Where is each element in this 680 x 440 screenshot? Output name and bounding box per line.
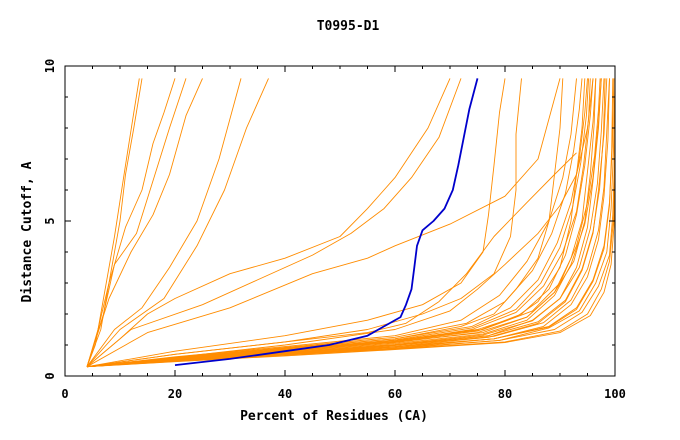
series-layer [86,78,616,368]
series-line-4 [86,78,187,367]
y-tick-label: 5 [43,217,57,224]
y-tick-label: 0 [43,372,57,379]
series-line-36 [86,78,590,368]
series-line-35 [86,78,614,368]
series-line-34 [86,78,591,368]
series-line-12 [86,78,522,368]
series-line-9 [86,78,462,368]
y-axis-label: Distance Cutoff, A [20,161,35,302]
series-line-3 [86,78,176,367]
series-line-5 [86,78,203,367]
series-line-17 [86,78,597,368]
series-line-2 [86,78,140,367]
x-tick-label: 100 [604,387,626,401]
series-line-28 [86,78,577,368]
series-line-32 [86,78,597,368]
series-line-19 [86,78,608,368]
y-tick-label: 10 [43,59,57,73]
series-line-14 [86,78,594,368]
series-line-6 [86,78,242,367]
tick-layer: 0 20 40 60 80 100 0 5 10 [43,59,626,401]
x-tick-label: 60 [388,387,402,401]
series-line-1 [86,78,143,367]
series-line-10 [86,78,561,368]
series-line-38 [86,78,601,368]
series-line-31 [86,78,616,368]
series-line-30 [86,78,616,368]
x-axis-label: Percent of Residues (CA) [240,409,428,424]
x-tick-label: 40 [278,387,292,401]
series-line-26 [86,78,588,368]
series-line-33 [86,78,605,368]
x-tick-label: 80 [498,387,512,401]
series-line-8 [86,78,451,368]
x-tick-label: 20 [168,387,182,401]
series-line-11 [86,78,506,368]
series-line-27 [86,78,583,368]
series-line-15 [86,78,564,368]
highlight-series-line [174,78,479,366]
chart-title: T0995-D1 [317,19,380,34]
series-line-37 [86,78,606,368]
series-line-13 [86,152,577,368]
x-tick-label: 0 [61,387,68,401]
series-line-7 [86,78,269,367]
